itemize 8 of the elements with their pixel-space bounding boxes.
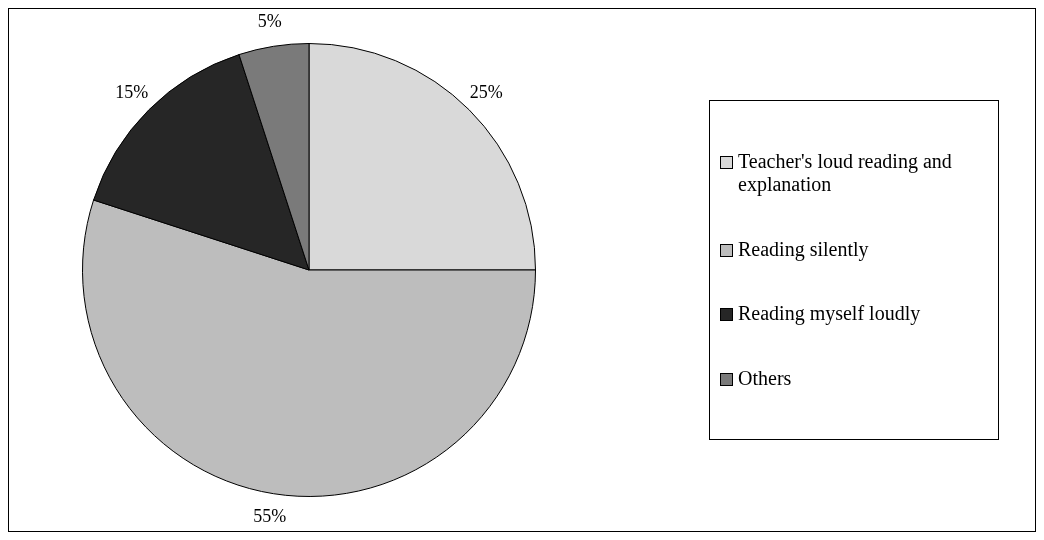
- data-label: 55%: [253, 506, 287, 527]
- data-label: 25%: [469, 81, 503, 102]
- legend-label: Reading silently: [738, 237, 869, 261]
- data-label: 15%: [115, 81, 149, 102]
- legend-label: Others: [738, 367, 792, 391]
- legend-label: Teacher's loud reading and explanation: [738, 149, 953, 196]
- data-label: 5%: [257, 11, 282, 32]
- legend-label: Reading myself loudly: [738, 302, 921, 326]
